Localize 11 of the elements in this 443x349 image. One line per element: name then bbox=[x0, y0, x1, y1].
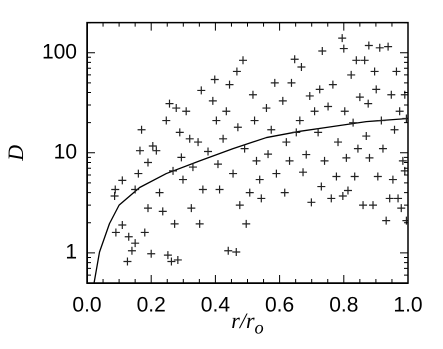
x-tick-label: 0.0 bbox=[72, 293, 102, 316]
x-tick-label: 0.8 bbox=[329, 293, 358, 316]
y-axis-title: D bbox=[2, 144, 28, 162]
x-tick-label: 1.0 bbox=[393, 293, 423, 316]
y-tick-label: 100 bbox=[42, 40, 77, 64]
y-tick-label: 1 bbox=[65, 240, 77, 264]
y-tick-label: 10 bbox=[54, 140, 77, 164]
x-tick-label: 0.4 bbox=[200, 293, 230, 316]
x-tick-label: 0.2 bbox=[136, 293, 166, 316]
x-axis-title: r/r$_{o}$ bbox=[231, 308, 264, 338]
x-tick-label: 0.6 bbox=[265, 293, 294, 316]
